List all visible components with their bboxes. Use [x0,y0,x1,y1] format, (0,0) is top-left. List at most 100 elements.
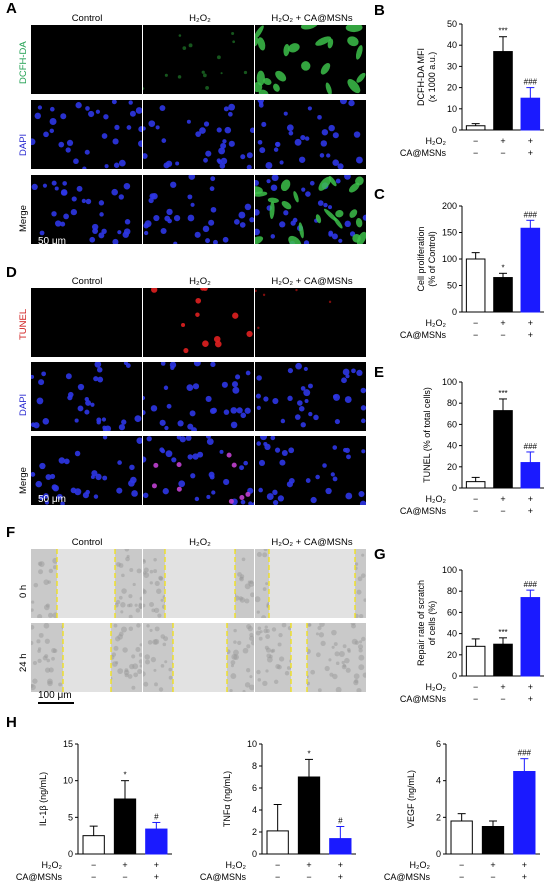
col-header-control: Control [71,276,103,287]
col-header-h2o2-camsns: H₂O₂ + CA@MSNs [271,537,353,548]
micrograph-d-r2-c1 [143,436,254,505]
tick-label: 150 [442,228,457,238]
bar-2 [513,771,536,855]
tick-label: 0 [452,307,457,317]
y-axis-label: TNFα (ng/mL) [222,771,232,827]
tick-label: 40 [447,40,457,50]
treatment-h2o2-sign: + [528,682,533,692]
tick-label: 50 [447,281,457,291]
row-label-merge: Merge [18,205,29,232]
treatment-label-h2o2: H₂O₂ [426,682,447,692]
treatment-label-camsns: CA@MSNs [16,872,63,882]
micrograph-a-r1-c2 [255,100,366,169]
bar-2 [520,462,541,489]
panel-label-c: C [374,186,385,203]
bar-0 [465,258,486,313]
tick-label: 0 [452,483,457,493]
bar-1 [113,798,137,855]
tick-label: 20 [447,462,457,472]
row-label-24h: 24 h [18,653,29,673]
col-header-h2o2: H₂O₂ [189,276,211,287]
bar-2 [329,838,352,855]
chart-g: 0 20 40 60 80 100 Repair rate of scratch of cel… [400,565,544,704]
micrograph-a-r1-c0 [31,100,142,169]
bar-0 [465,481,486,489]
tick-label: 6 [252,783,257,793]
treatment-camsns-sign: − [275,872,280,882]
col-header-control: Control [71,13,103,24]
treatment-camsns-sign: − [91,872,96,882]
tick-label: 2 [252,827,257,837]
y-axis-label-2: of cells (%) [427,601,437,646]
significance-mark: ### [524,580,538,589]
scale-bar-label: 50 μm [38,236,66,247]
chart-h-tnfa: 0 2 4 6 8 10 TNFα (ng/mL) * # H₂O₂ CA@MSNs − − + − + + [200,739,356,882]
tick-label: 8 [252,761,257,771]
micrograph-d-r0-c2 [255,288,366,357]
scratch-f-r1-c0 [31,623,142,692]
bar-0 [82,835,105,855]
y-axis-label: Repair rate of scratch [416,580,426,666]
significance-mark: * [123,771,126,780]
row-label-dcfh: DCFH-DA [18,41,29,84]
treatment-camsns-sign: − [490,872,495,882]
row-label-0h: 0 h [18,584,29,598]
treatment-camsns-sign: − [500,506,505,516]
significance-mark: *** [498,628,507,637]
treatment-h2o2-sign: − [473,318,478,328]
tick-label: 80 [447,398,457,408]
treatment-label-camsns: CA@MSNs [400,506,447,516]
scratch-f-r1-c2 [255,623,366,692]
panel-label-e: E [374,364,385,381]
chart-e: 0 20 40 60 80 100 TUNEL (% of total cells) *** #… [400,377,544,516]
treatment-camsns-sign: − [459,872,464,882]
significance-mark: ### [524,442,538,451]
tick-label: 60 [447,419,457,429]
bar-1 [493,410,513,489]
significance-mark: # [338,817,343,826]
tick-label: 6 [436,739,441,749]
tick-label: 20 [447,650,457,660]
col-header-h2o2-camsns: H₂O₂ + CA@MSNs [271,276,353,287]
panel-label-f: F [6,524,16,541]
row-label-tunel: TUNEL [18,308,29,340]
tick-label: 50 [447,19,457,29]
treatment-h2o2-sign: + [154,860,159,870]
treatment-h2o2-sign: − [275,860,280,870]
treatment-h2o2-sign: + [338,860,343,870]
bar-1 [493,51,513,131]
treatment-h2o2-sign: − [473,682,478,692]
micrograph-d-r1-c2 [255,362,366,431]
bar-2 [520,97,541,131]
treatment-camsns-sign: − [500,330,505,340]
treatment-camsns-sign: − [473,330,478,340]
scale-bar-label: 100 μm [38,690,72,701]
y-axis-label: DCFH-DA MFI [416,48,426,106]
y-axis-label: Cell proliferation [416,226,426,291]
scale-bar-label: 50 μm [38,494,66,505]
treatment-camsns-sign: + [528,330,533,340]
tick-label: 20 [447,83,457,93]
treatment-camsns-sign: + [528,506,533,516]
treatment-h2o2-sign: + [500,136,505,146]
micrograph-d-r2-c2 [255,436,366,505]
row-label-dapi: DAPI [18,393,29,416]
treatment-label-camsns: CA@MSNs [400,694,447,704]
micrograph-a-r0-c1 [143,25,254,94]
treatment-label-h2o2: H₂O₂ [42,860,63,870]
col-header-h2o2: H₂O₂ [189,13,211,24]
tick-label: 0 [252,849,257,859]
panel-label-h: H [6,714,17,731]
scale-bar-a: 50 μm [38,236,74,250]
micrograph-d-r1-c1 [143,362,254,431]
treatment-h2o2-sign: − [473,136,478,146]
bar-1 [493,277,513,313]
y-axis-label: IL-1β (ng/mL) [38,772,48,826]
treatment-label-h2o2: H₂O₂ [426,494,447,504]
significance-mark: * [307,749,310,758]
treatment-h2o2-sign: + [500,318,505,328]
treatment-camsns-sign: − [500,694,505,704]
treatment-camsns-sign: + [528,694,533,704]
treatment-camsns-sign: − [473,506,478,516]
micrograph-a-r2-c1 [143,175,254,244]
